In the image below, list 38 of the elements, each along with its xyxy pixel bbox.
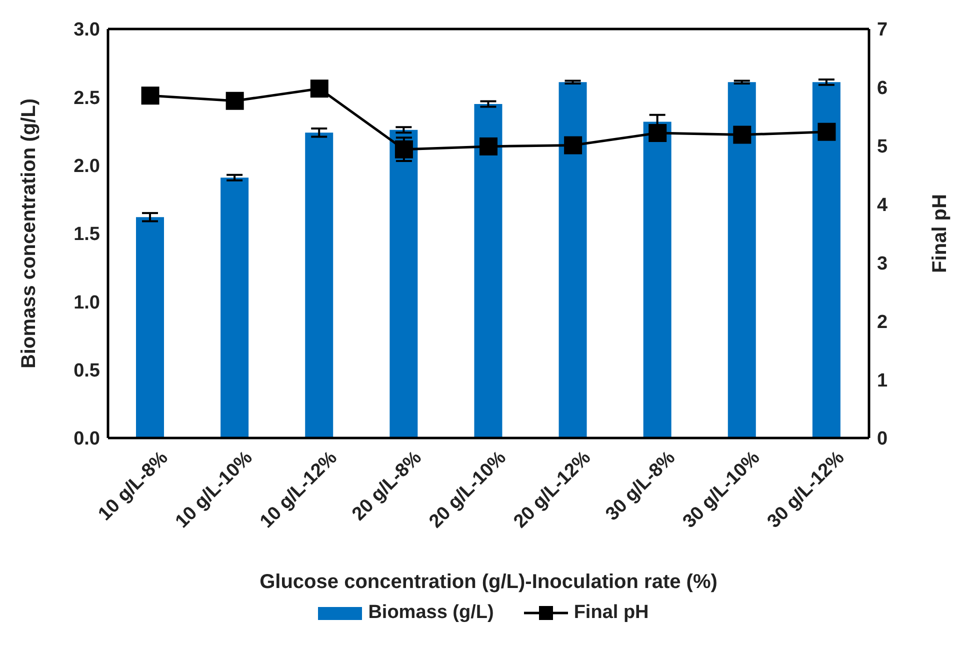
y2-tick-label: 3 bbox=[877, 253, 888, 274]
y2-tick-label: 0 bbox=[877, 428, 888, 450]
y-tick-label: 0.0 bbox=[74, 428, 100, 450]
point bbox=[648, 124, 667, 142]
y-axis-title: Biomass concentration (g/L) bbox=[18, 98, 40, 369]
legend-label: Biomass (g/L) bbox=[368, 602, 494, 624]
bar bbox=[220, 178, 249, 438]
bar bbox=[136, 217, 164, 438]
point bbox=[141, 86, 160, 105]
y2-tick-label: 1 bbox=[877, 370, 888, 392]
y-tick-label: 2.0 bbox=[74, 156, 100, 178]
point bbox=[310, 80, 328, 98]
bar bbox=[305, 132, 334, 438]
point bbox=[394, 140, 413, 158]
y2-tick-label: 6 bbox=[877, 78, 888, 100]
bar bbox=[390, 130, 418, 438]
y2-axis-title: Final pH bbox=[929, 194, 952, 273]
bar bbox=[643, 122, 672, 438]
y2-tick-label: 2 bbox=[877, 312, 888, 333]
point bbox=[818, 122, 836, 141]
point bbox=[733, 126, 752, 144]
point bbox=[226, 92, 244, 110]
x-axis-title: Glucose concentration (g/L)-Inoculation rate (%) bbox=[260, 571, 718, 593]
y-tick-label: 0.5 bbox=[74, 360, 100, 382]
y2-tick-label: 5 bbox=[877, 136, 888, 158]
legend-label: Final pH bbox=[574, 602, 649, 624]
bar bbox=[474, 104, 502, 438]
y-tick-label: 1.5 bbox=[74, 224, 100, 246]
y-tick-label: 2.5 bbox=[74, 88, 100, 109]
y-tick-label: 3.0 bbox=[74, 20, 100, 41]
bar bbox=[728, 82, 756, 438]
point bbox=[564, 136, 582, 154]
bar bbox=[812, 82, 840, 438]
point bbox=[480, 137, 498, 156]
y2-tick-label: 4 bbox=[877, 195, 888, 216]
y-tick-label: 1.0 bbox=[74, 292, 100, 314]
y2-tick-label: 7 bbox=[877, 20, 888, 41]
bar bbox=[558, 82, 587, 438]
